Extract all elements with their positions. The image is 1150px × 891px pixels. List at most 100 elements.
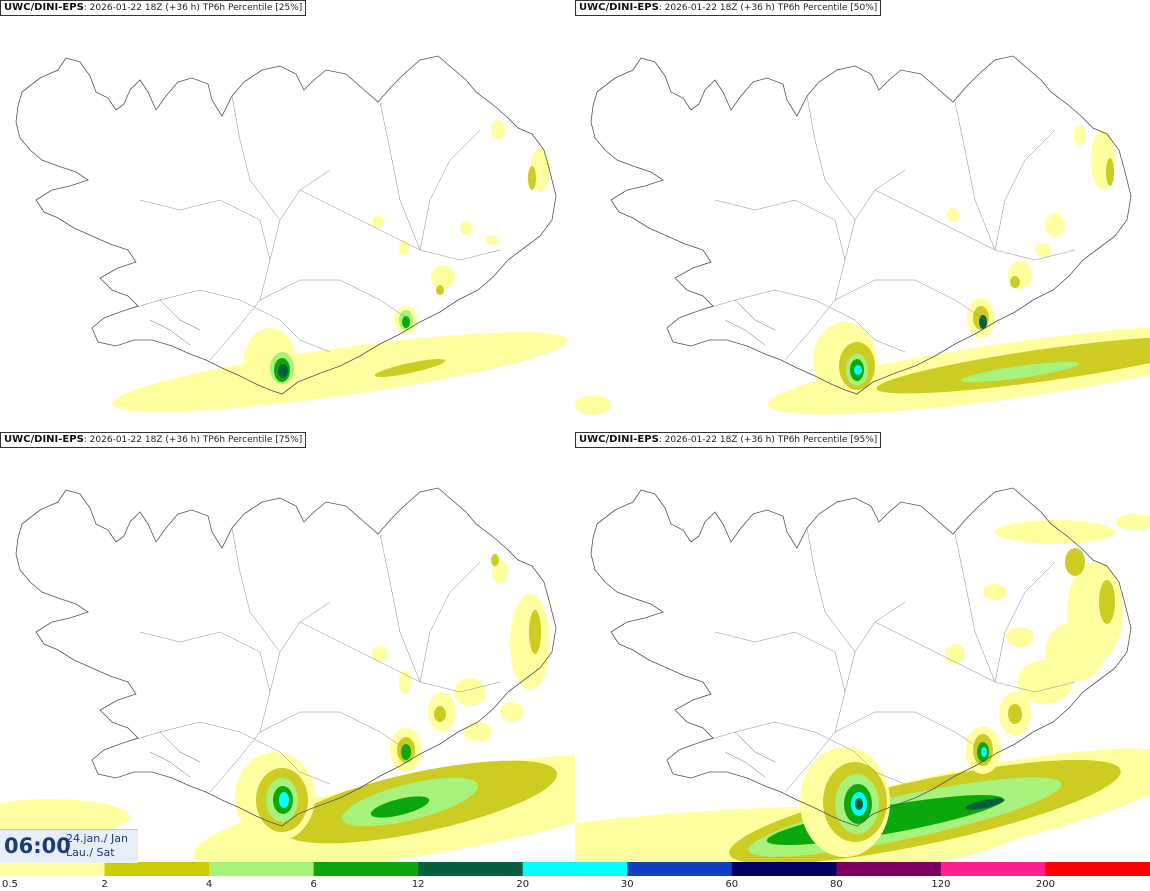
precip-area — [399, 240, 409, 256]
precip-field — [112, 120, 568, 412]
iceland-coastline — [15, 487, 557, 827]
precip-area — [1035, 243, 1051, 257]
precip-area — [370, 796, 430, 818]
precip-legend: 0.5 2 4 6 12 20 30 60 80 120 200 — [0, 862, 1150, 891]
precip-area — [528, 166, 536, 190]
legend-swatch — [104, 862, 210, 876]
panel-source: UWC/DINI-EPS — [4, 2, 84, 13]
legend-swatch — [0, 862, 106, 876]
precip-area — [979, 315, 987, 329]
precip-area — [1099, 580, 1115, 624]
region-boundary — [874, 189, 1076, 261]
precip-area — [1074, 125, 1086, 145]
precip-area — [278, 364, 288, 378]
region-boundary — [994, 129, 1056, 251]
precip-area — [1010, 276, 1020, 288]
legend-tick-label: 80 — [830, 879, 843, 890]
valid-date-line1: 24.jan./ Jan — [66, 832, 128, 845]
legend-swatch — [836, 862, 942, 876]
precip-area — [1067, 562, 1123, 662]
map-panel-25: UWC/DINI-EPS: 2026-01-22 18Z (+36 h) TP6… — [0, 0, 575, 432]
legend-swatch — [522, 862, 628, 876]
precip-area — [981, 747, 987, 757]
road-network — [149, 731, 201, 778]
precip-area — [945, 644, 965, 664]
precip-area — [529, 610, 541, 654]
valid-date-line2: Lau./ Sat — [66, 846, 115, 859]
region-boundary — [259, 711, 411, 753]
valid-time: 06:00 — [4, 834, 71, 858]
precip-area — [0, 799, 130, 835]
iceland-coastline — [15, 55, 557, 395]
precip-area — [491, 554, 499, 566]
panel-label: TP6h Percentile [25%] — [202, 3, 303, 13]
precip-area — [372, 646, 388, 662]
legend-swatch — [418, 862, 524, 876]
precip-map-25 — [15, 55, 568, 412]
legend-swatch — [209, 862, 315, 876]
precip-area — [1065, 548, 1085, 576]
map-panel-50: UWC/DINI-EPS: 2026-01-22 18Z (+36 h) TP6… — [575, 0, 1150, 432]
legend-bar: 0.5 2 4 6 12 20 30 60 80 120 200 — [0, 862, 1150, 890]
precip-area — [112, 332, 568, 412]
precip-area — [279, 792, 289, 808]
legend-tick-label: 60 — [725, 879, 738, 890]
precip-area — [947, 208, 959, 222]
region-boundary — [714, 631, 846, 693]
precip-area — [436, 285, 444, 295]
panel-label: TP6h Percentile [75%] — [202, 435, 303, 445]
panel-label: TP6h Percentile [95%] — [777, 435, 878, 445]
panel-title-95: UWC/DINI-EPS: 2026-01-22 18Z (+36 h) TP6… — [575, 432, 882, 448]
region-boundary — [714, 199, 846, 261]
precip-area — [1115, 514, 1150, 530]
precip-area — [464, 722, 492, 742]
legend-swatch — [1045, 862, 1150, 876]
panel-info: 2026-01-22 18Z (+36 h) — [664, 435, 775, 445]
precip-area — [431, 265, 455, 289]
precip-area — [486, 235, 498, 245]
legend-tick-label: 6 — [310, 879, 316, 890]
panel-source: UWC/DINI-EPS — [579, 2, 659, 13]
precip-area — [372, 216, 384, 228]
valid-time-box: 06:00 24.jan./ Jan Lau./ Sat — [0, 829, 138, 863]
region-boundary — [834, 279, 986, 321]
precip-area — [460, 221, 472, 235]
legend-tick-label: 20 — [516, 879, 529, 890]
region-boundary — [806, 527, 856, 653]
region-boundary — [874, 621, 1076, 693]
legend-swatch — [313, 862, 419, 876]
region-boundary — [231, 95, 281, 221]
region-boundary — [954, 533, 996, 683]
map-panel-75: UWC/DINI-EPS: 2026-01-22 18Z (+36 h) TP6… — [0, 432, 575, 864]
legend-swatch — [731, 862, 837, 876]
panel-source: UWC/DINI-EPS — [579, 434, 659, 445]
precip-area — [1006, 627, 1034, 647]
precip-field — [575, 125, 1150, 415]
map-panel-95: UWC/DINI-EPS: 2026-01-22 18Z (+36 h) TP6… — [575, 432, 1150, 864]
region-boundary — [139, 199, 271, 261]
region-boundary — [259, 279, 411, 321]
precip-area — [995, 520, 1115, 544]
region-boundary — [419, 561, 481, 683]
precip-area — [491, 120, 505, 140]
region-boundary — [954, 101, 996, 251]
region-boundary — [806, 95, 856, 221]
legend-tick-label: 4 — [206, 879, 212, 890]
panel-info: 2026-01-22 18Z (+36 h) — [664, 3, 775, 13]
precip-area — [434, 706, 446, 722]
precip-area — [1106, 158, 1114, 186]
valid-date: 24.jan./ Jan Lau./ Sat — [66, 832, 128, 860]
precip-area — [983, 584, 1007, 600]
region-boundary — [299, 621, 501, 693]
region-boundary — [994, 561, 1056, 683]
panel-source: UWC/DINI-EPS — [4, 434, 84, 445]
precip-area — [500, 702, 524, 722]
precip-field — [0, 554, 575, 864]
panel-title-75: UWC/DINI-EPS: 2026-01-22 18Z (+36 h) TP6… — [0, 432, 307, 448]
precip-area — [401, 744, 411, 760]
precip-area — [454, 678, 486, 706]
road-network — [149, 299, 201, 346]
panel-title-50: UWC/DINI-EPS: 2026-01-22 18Z (+36 h) TP6… — [575, 0, 882, 16]
precip-area — [965, 798, 1005, 810]
precip-map-75 — [0, 487, 575, 864]
